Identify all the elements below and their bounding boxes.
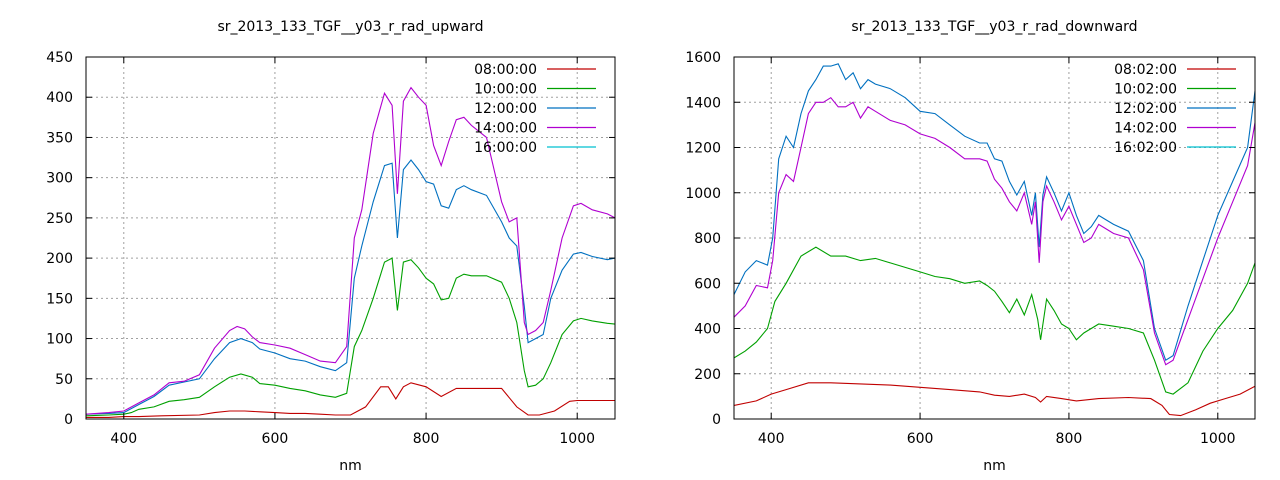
y-tick-label: 300 (46, 171, 73, 187)
chart-title: sr_2013_133_TGF__y03_r_rad_downward (851, 19, 1137, 35)
legend-label: 08:00:00 (474, 62, 537, 78)
y-tick-label: 800 (694, 231, 721, 247)
x-axis-label: nm (339, 458, 362, 474)
legend-label: 12:02:00 (1114, 101, 1177, 117)
legend-label: 16:00:00 (474, 140, 537, 156)
y-tick-label: 150 (46, 291, 73, 307)
series-line-0 (86, 382, 615, 418)
series-line-2 (734, 63, 1255, 362)
chart-title: sr_2013_133_TGF__y03_r_rad_upward (217, 19, 483, 35)
y-tick-label: 400 (694, 322, 721, 338)
y-tick-label: 350 (46, 130, 73, 146)
plot-frame (85, 56, 616, 420)
chart-panel-upward: sr_2013_133_TGF__y03_r_rad_upward 400 600 8… (46, 19, 616, 474)
y-tick-label: 450 (46, 50, 73, 66)
chart-panel-downward: sr_2013_133_TGF__y03_r_rad_downward 400 60… (640, 0, 1280, 480)
x-tick-label: 800 (413, 431, 440, 447)
y-tick-label: 200 (46, 251, 73, 267)
x-tick-label: 1000 (1200, 431, 1236, 447)
legend-label: 10:02:00 (1114, 82, 1177, 98)
x-tick-label: 600 (262, 431, 289, 447)
y-tick-label: 100 (46, 332, 73, 348)
y-tick-label: 1600 (685, 50, 721, 66)
series-line-2 (86, 159, 615, 415)
y-tick-label: 1000 (685, 186, 721, 202)
legend-label: 08:02:00 (1114, 62, 1177, 78)
y-tick-label: 200 (694, 367, 721, 383)
x-tick-label: 600 (907, 431, 934, 447)
series-line-3 (734, 96, 1255, 366)
y-tick-label: 0 (712, 412, 721, 428)
y-tick-label: 1200 (685, 141, 721, 157)
legend-label: 16:02:00 (1114, 140, 1177, 156)
chart-svg: sr_2013_133_TGF__y03_r_rad_upward 400 600 8… (46, 19, 616, 474)
legend-label: 14:02:00 (1114, 121, 1177, 137)
y-tick-label: 250 (46, 211, 73, 227)
x-tick-label: 400 (758, 431, 785, 447)
series-line-1 (734, 246, 1255, 395)
y-tick-label: 400 (46, 90, 73, 106)
y-tick-label: 0 (64, 412, 73, 428)
x-tick-label: 800 (1056, 431, 1083, 447)
series-line-0 (734, 382, 1255, 417)
series-line-1 (86, 257, 615, 417)
x-tick-label: 1000 (559, 431, 595, 447)
x-axis-label: nm (983, 458, 1006, 474)
legend-label: 12:00:00 (474, 101, 537, 117)
series-line-3 (86, 86, 615, 415)
legend-label: 10:00:00 (474, 82, 537, 98)
y-tick-label: 1400 (685, 95, 721, 111)
y-tick-label: 50 (55, 372, 73, 388)
x-tick-label: 400 (110, 431, 137, 447)
legend-label: 14:00:00 (474, 121, 537, 137)
chart-svg: sr_2013_133_TGF__y03_r_rad_downward 400 60… (685, 19, 1256, 474)
y-tick-label: 600 (694, 276, 721, 292)
